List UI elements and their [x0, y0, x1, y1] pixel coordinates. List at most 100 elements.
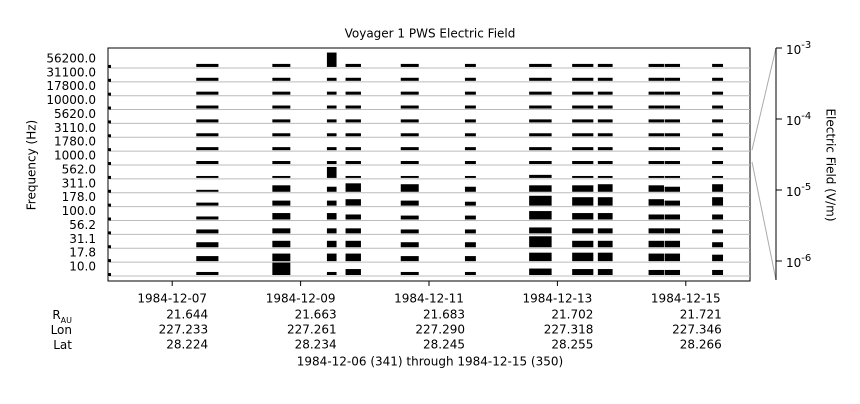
channel-trace: [464, 229, 476, 234]
channel-trace: [272, 91, 291, 95]
channel-trace: [664, 200, 681, 206]
channel-trace: [529, 195, 552, 206]
y2-tick-label: 10-3: [786, 40, 811, 57]
y-tick-label: 100.0: [62, 204, 96, 218]
channel-trace: [648, 228, 664, 234]
y2-tick-exponent: -4: [801, 111, 811, 122]
y2-tick-label: 10-5: [786, 182, 811, 199]
connector: [751, 47, 777, 151]
ephemeris-label-text: Lon: [51, 323, 72, 337]
channel-trace: [345, 253, 361, 262]
channel-trace: [196, 133, 219, 137]
channel-trace: [400, 147, 419, 151]
channel-trace: [572, 197, 594, 206]
channel-trace: [664, 161, 681, 165]
channel-trace: [326, 133, 337, 137]
channel-trace: [326, 240, 337, 248]
channel-trace: [196, 91, 219, 95]
channel-trace: [464, 63, 476, 67]
channel-trace: [597, 147, 613, 151]
channel-trace: [664, 77, 681, 81]
channel-trace: [529, 236, 552, 248]
channel-trace: [529, 105, 552, 109]
channel-trace: [572, 269, 594, 275]
channel-trace: [529, 77, 552, 81]
channel-trace: [529, 185, 552, 192]
y-tick-label: 562.0: [62, 162, 96, 176]
channel-trace: [572, 63, 594, 67]
channel-trace: [529, 252, 552, 262]
channel-trace: [712, 184, 724, 192]
x-tick-label: 1984-12-15: [651, 292, 721, 306]
channel-trace: [529, 161, 552, 165]
channel-marker: [108, 134, 111, 138]
channel-trace: [572, 105, 594, 109]
y-tick-label: 178.0: [62, 190, 96, 204]
channel-trace: [597, 213, 613, 220]
channel-trace: [664, 175, 681, 178]
y-tick-label: 1780.0: [54, 135, 96, 149]
channel-trace: [345, 63, 361, 67]
channel-marker: [108, 273, 111, 276]
ephemeris-label-text: R: [52, 308, 60, 322]
channel-trace: [326, 271, 337, 275]
channel-trace: [400, 133, 419, 137]
channel-trace: [648, 63, 664, 67]
y2-tick-label: 10-6: [786, 253, 811, 270]
channel-trace: [648, 199, 664, 206]
channel-trace: [664, 240, 681, 248]
channel-trace: [464, 256, 476, 262]
channel-trace: [529, 91, 552, 95]
channel-trace: [529, 119, 552, 123]
ephemeris-label-text: Lat: [53, 338, 72, 352]
channel-marker: [108, 175, 111, 179]
x-tick-label: 1984-12-07: [137, 292, 207, 306]
channel-trace: [529, 147, 552, 151]
channel-trace: [326, 166, 337, 178]
y2-tick-base: 10: [786, 113, 801, 127]
channel-trace: [400, 200, 419, 206]
channel-trace: [464, 186, 476, 192]
channel-trace: [597, 119, 613, 123]
y-tick-label: 31100.0: [46, 65, 96, 79]
channel-trace: [400, 77, 419, 81]
channel-marker: [108, 259, 111, 263]
channel-trace: [597, 240, 613, 248]
channel-trace: [572, 147, 594, 151]
channel-marker: [108, 162, 111, 166]
channel-trace: [400, 63, 419, 67]
channel-trace: [597, 175, 613, 178]
channel-trace: [529, 227, 552, 234]
channel-trace: [572, 133, 594, 137]
channel-trace: [400, 242, 419, 248]
channel-trace: [464, 175, 476, 178]
y-tick-label: 10.0: [69, 260, 96, 274]
channel-trace: [572, 77, 594, 81]
channel-marker: [108, 203, 111, 207]
channel-trace: [572, 213, 594, 220]
channel-marker: [108, 78, 111, 82]
channel-trace: [196, 189, 219, 192]
channel-marker: [108, 120, 111, 124]
channel-trace: [400, 91, 419, 95]
channel-trace: [529, 211, 552, 220]
channel-marker: [108, 64, 111, 68]
channel-trace: [345, 133, 361, 137]
channel-trace: [326, 161, 337, 165]
y2-tick-exponent: -5: [801, 182, 811, 193]
channel-trace: [712, 105, 724, 109]
ephemeris-value: 28.245: [423, 338, 465, 352]
channel-trace: [326, 119, 337, 123]
y2-tick-base: 10: [786, 255, 801, 269]
channel-trace: [464, 242, 476, 248]
channel-trace: [664, 91, 681, 95]
channel-trace: [272, 240, 291, 248]
channel-trace: [464, 147, 476, 151]
channel-trace: [464, 119, 476, 123]
channel-trace: [196, 77, 219, 81]
channel-trace: [326, 105, 337, 109]
channel-trace: [664, 119, 681, 123]
channel-trace: [400, 256, 419, 262]
channel-trace: [712, 147, 724, 151]
channel-trace: [648, 161, 664, 165]
